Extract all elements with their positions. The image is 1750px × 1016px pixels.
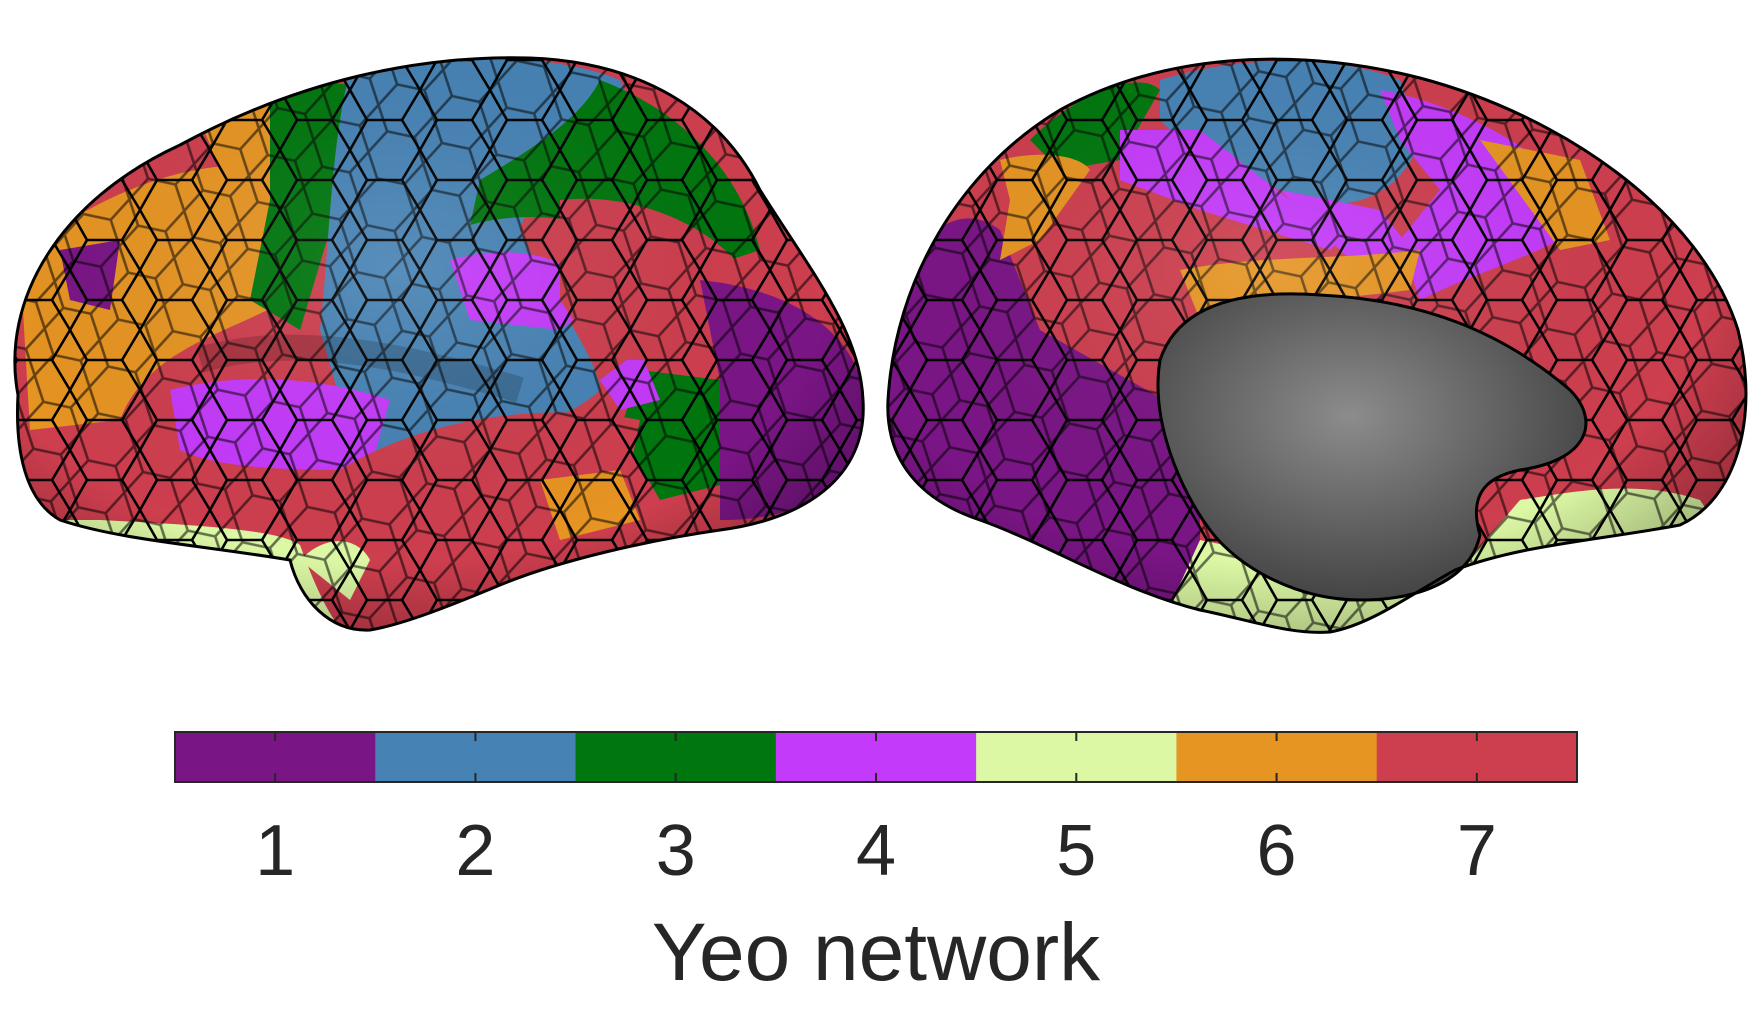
colorbar: 1 2 3 4 5 6 7 Yeo network — [174, 731, 1578, 998]
colorbar-ticks — [274, 732, 1478, 782]
colorbar-tick-label-4: 4 — [856, 811, 896, 891]
colorbar-tick-label-5: 5 — [1056, 811, 1096, 891]
colorbar-tick-label-7: 7 — [1457, 811, 1497, 891]
colorbar-tick-label-6: 6 — [1257, 811, 1297, 891]
colorbar-tick-labels: 1 2 3 4 5 6 7 — [255, 811, 1497, 891]
medial-hemisphere — [886, 57, 1748, 634]
colorbar-tick-label-1: 1 — [255, 811, 295, 891]
colorbar-tick-label-3: 3 — [656, 811, 696, 891]
colorbar-tick-label-2: 2 — [455, 811, 495, 891]
lateral-hemisphere — [13, 56, 865, 632]
colorbar-title: Yeo network — [652, 907, 1101, 998]
medial-wall — [1156, 292, 1588, 602]
brain-surface-figure — [13, 56, 1748, 634]
